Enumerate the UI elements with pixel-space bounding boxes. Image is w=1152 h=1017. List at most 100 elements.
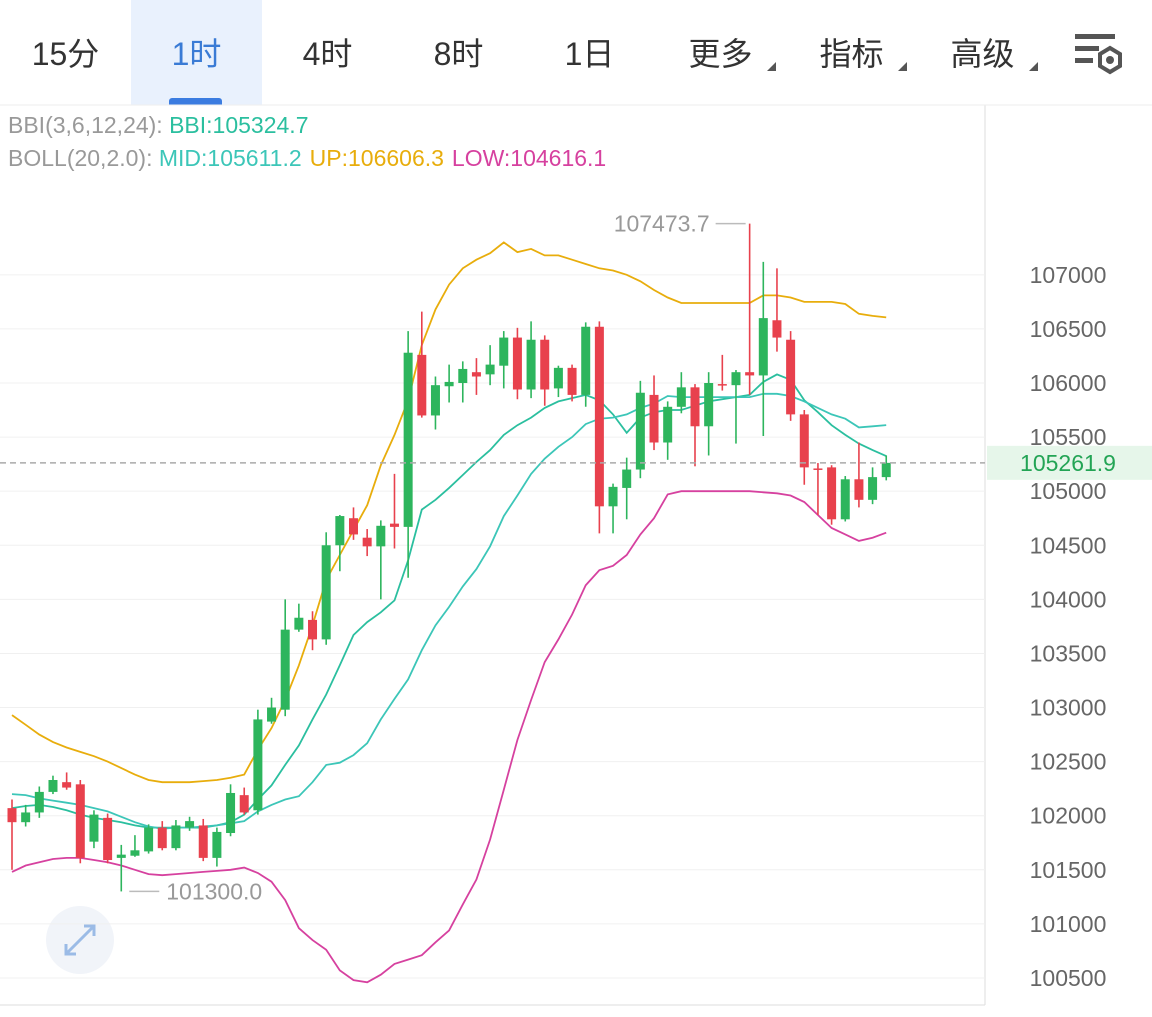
candle-body (840, 479, 850, 520)
candle-body (239, 795, 249, 813)
candle-body (198, 825, 208, 858)
candle-body (21, 812, 31, 823)
tab-bar: 15分 1时 4时 8时 1日 更多 指标 高级 (0, 0, 1152, 105)
candle-body (226, 792, 236, 834)
candle-body (321, 545, 331, 640)
indicator-line (11, 490, 887, 984)
y-tick-label: 104500 (1030, 532, 1107, 558)
y-tick-label: 101000 (1030, 911, 1107, 937)
candle-body (308, 619, 318, 640)
candle-body (690, 387, 700, 427)
tab-label: 4时 (302, 36, 353, 72)
candle-body (540, 339, 550, 390)
candle-body (786, 339, 796, 415)
y-tick-label: 107000 (1030, 262, 1107, 288)
indicator-label: BOLL(20,2.0): (8, 145, 153, 171)
y-tick-label: 102500 (1030, 749, 1107, 775)
y-tick-label: 103000 (1030, 695, 1107, 721)
candle-body (62, 782, 72, 788)
legend-entry: LOW:104616.1 (451, 145, 607, 171)
candle-body (635, 392, 645, 470)
candle-body (717, 384, 727, 386)
y-tick-label: 106000 (1030, 370, 1107, 396)
tab-underline (169, 98, 222, 105)
y-tick-label: 101500 (1030, 857, 1107, 883)
tab[interactable]: 高级 (917, 0, 1048, 105)
candle-body (34, 791, 44, 813)
candle-body (48, 780, 58, 792)
tab-label: 1日 (564, 36, 615, 72)
candle-body (868, 477, 878, 500)
candle-body (376, 525, 386, 547)
last-price-label: 105261.9 (1020, 450, 1116, 476)
candle-body (499, 337, 509, 366)
tab[interactable]: 15分 (0, 0, 131, 105)
candle-body (349, 518, 358, 535)
legend-entry: MID:105611.2 (158, 145, 302, 171)
candle-body (403, 352, 413, 527)
y-tick-label: 106500 (1030, 316, 1107, 342)
candle-body (171, 825, 181, 849)
y-tick-label: 102000 (1030, 803, 1107, 829)
candle-body (75, 784, 85, 858)
indicator-legend: BBI(3,6,12,24): BBI:105324.7 BOLL(20,2.0)… (8, 109, 614, 175)
dropdown-arrow (898, 62, 907, 71)
candle-body (444, 381, 454, 387)
candle-body (512, 337, 522, 390)
candle-body (335, 516, 345, 546)
tab[interactable]: 指标 (786, 0, 917, 105)
tab[interactable]: 更多 (655, 0, 786, 105)
max-annotation: 107473.7 (614, 211, 710, 237)
candle-body (526, 339, 536, 390)
candle-body (89, 814, 99, 842)
candle-body (157, 827, 167, 849)
candle-body (594, 326, 604, 507)
dropdown-arrow (1029, 62, 1038, 71)
candle-body (704, 383, 714, 427)
candle-body (649, 394, 659, 443)
dropdown-arrow (767, 62, 776, 71)
candle-body (731, 372, 741, 386)
candle-body (827, 467, 837, 520)
candle-body (417, 354, 427, 416)
candle-body (567, 367, 577, 395)
candle-body (362, 537, 372, 547)
settings-icon[interactable] (1070, 26, 1130, 86)
legend-row: BBI(3,6,12,24): BBI:105324.7 (8, 109, 614, 142)
candle-body (553, 367, 563, 389)
tab[interactable]: 1时 (131, 0, 262, 105)
candle-body (280, 629, 290, 710)
legend-entry: UP:106606.3 (309, 145, 444, 171)
candle-body (267, 707, 277, 722)
tab[interactable]: 1日 (524, 0, 655, 105)
candle-body (813, 468, 823, 470)
candle-body (745, 372, 755, 376)
candle-body (185, 821, 195, 828)
tab[interactable]: 8时 (393, 0, 524, 105)
tab[interactable]: 4时 (262, 0, 393, 105)
candle-body (430, 385, 440, 416)
tab-label: 高级 (950, 36, 1015, 72)
y-tick-label: 104000 (1030, 586, 1107, 612)
tab-label: 8时 (433, 36, 484, 72)
candle-body (471, 372, 481, 377)
indicator-line (11, 241, 887, 784)
candle-body (663, 406, 673, 443)
candle-body (253, 719, 263, 811)
candle-body (758, 318, 768, 376)
candle-body (7, 808, 17, 823)
candle-body (212, 831, 222, 858)
tab-label: 15分 (31, 36, 100, 72)
candle-body (458, 368, 468, 384)
candle-body (799, 414, 809, 468)
candle-body (389, 523, 399, 527)
legend-row: BOLL(20,2.0): MID:105611.2 UP:106606.3 LOW… (8, 142, 614, 175)
y-tick-label: 103500 (1030, 640, 1107, 666)
legend-entry: BBI:105324.7 (169, 112, 309, 138)
y-tick-label: 105000 (1030, 478, 1107, 504)
indicator-line (11, 373, 887, 829)
candle-body (608, 486, 618, 507)
candle-body (294, 617, 304, 630)
